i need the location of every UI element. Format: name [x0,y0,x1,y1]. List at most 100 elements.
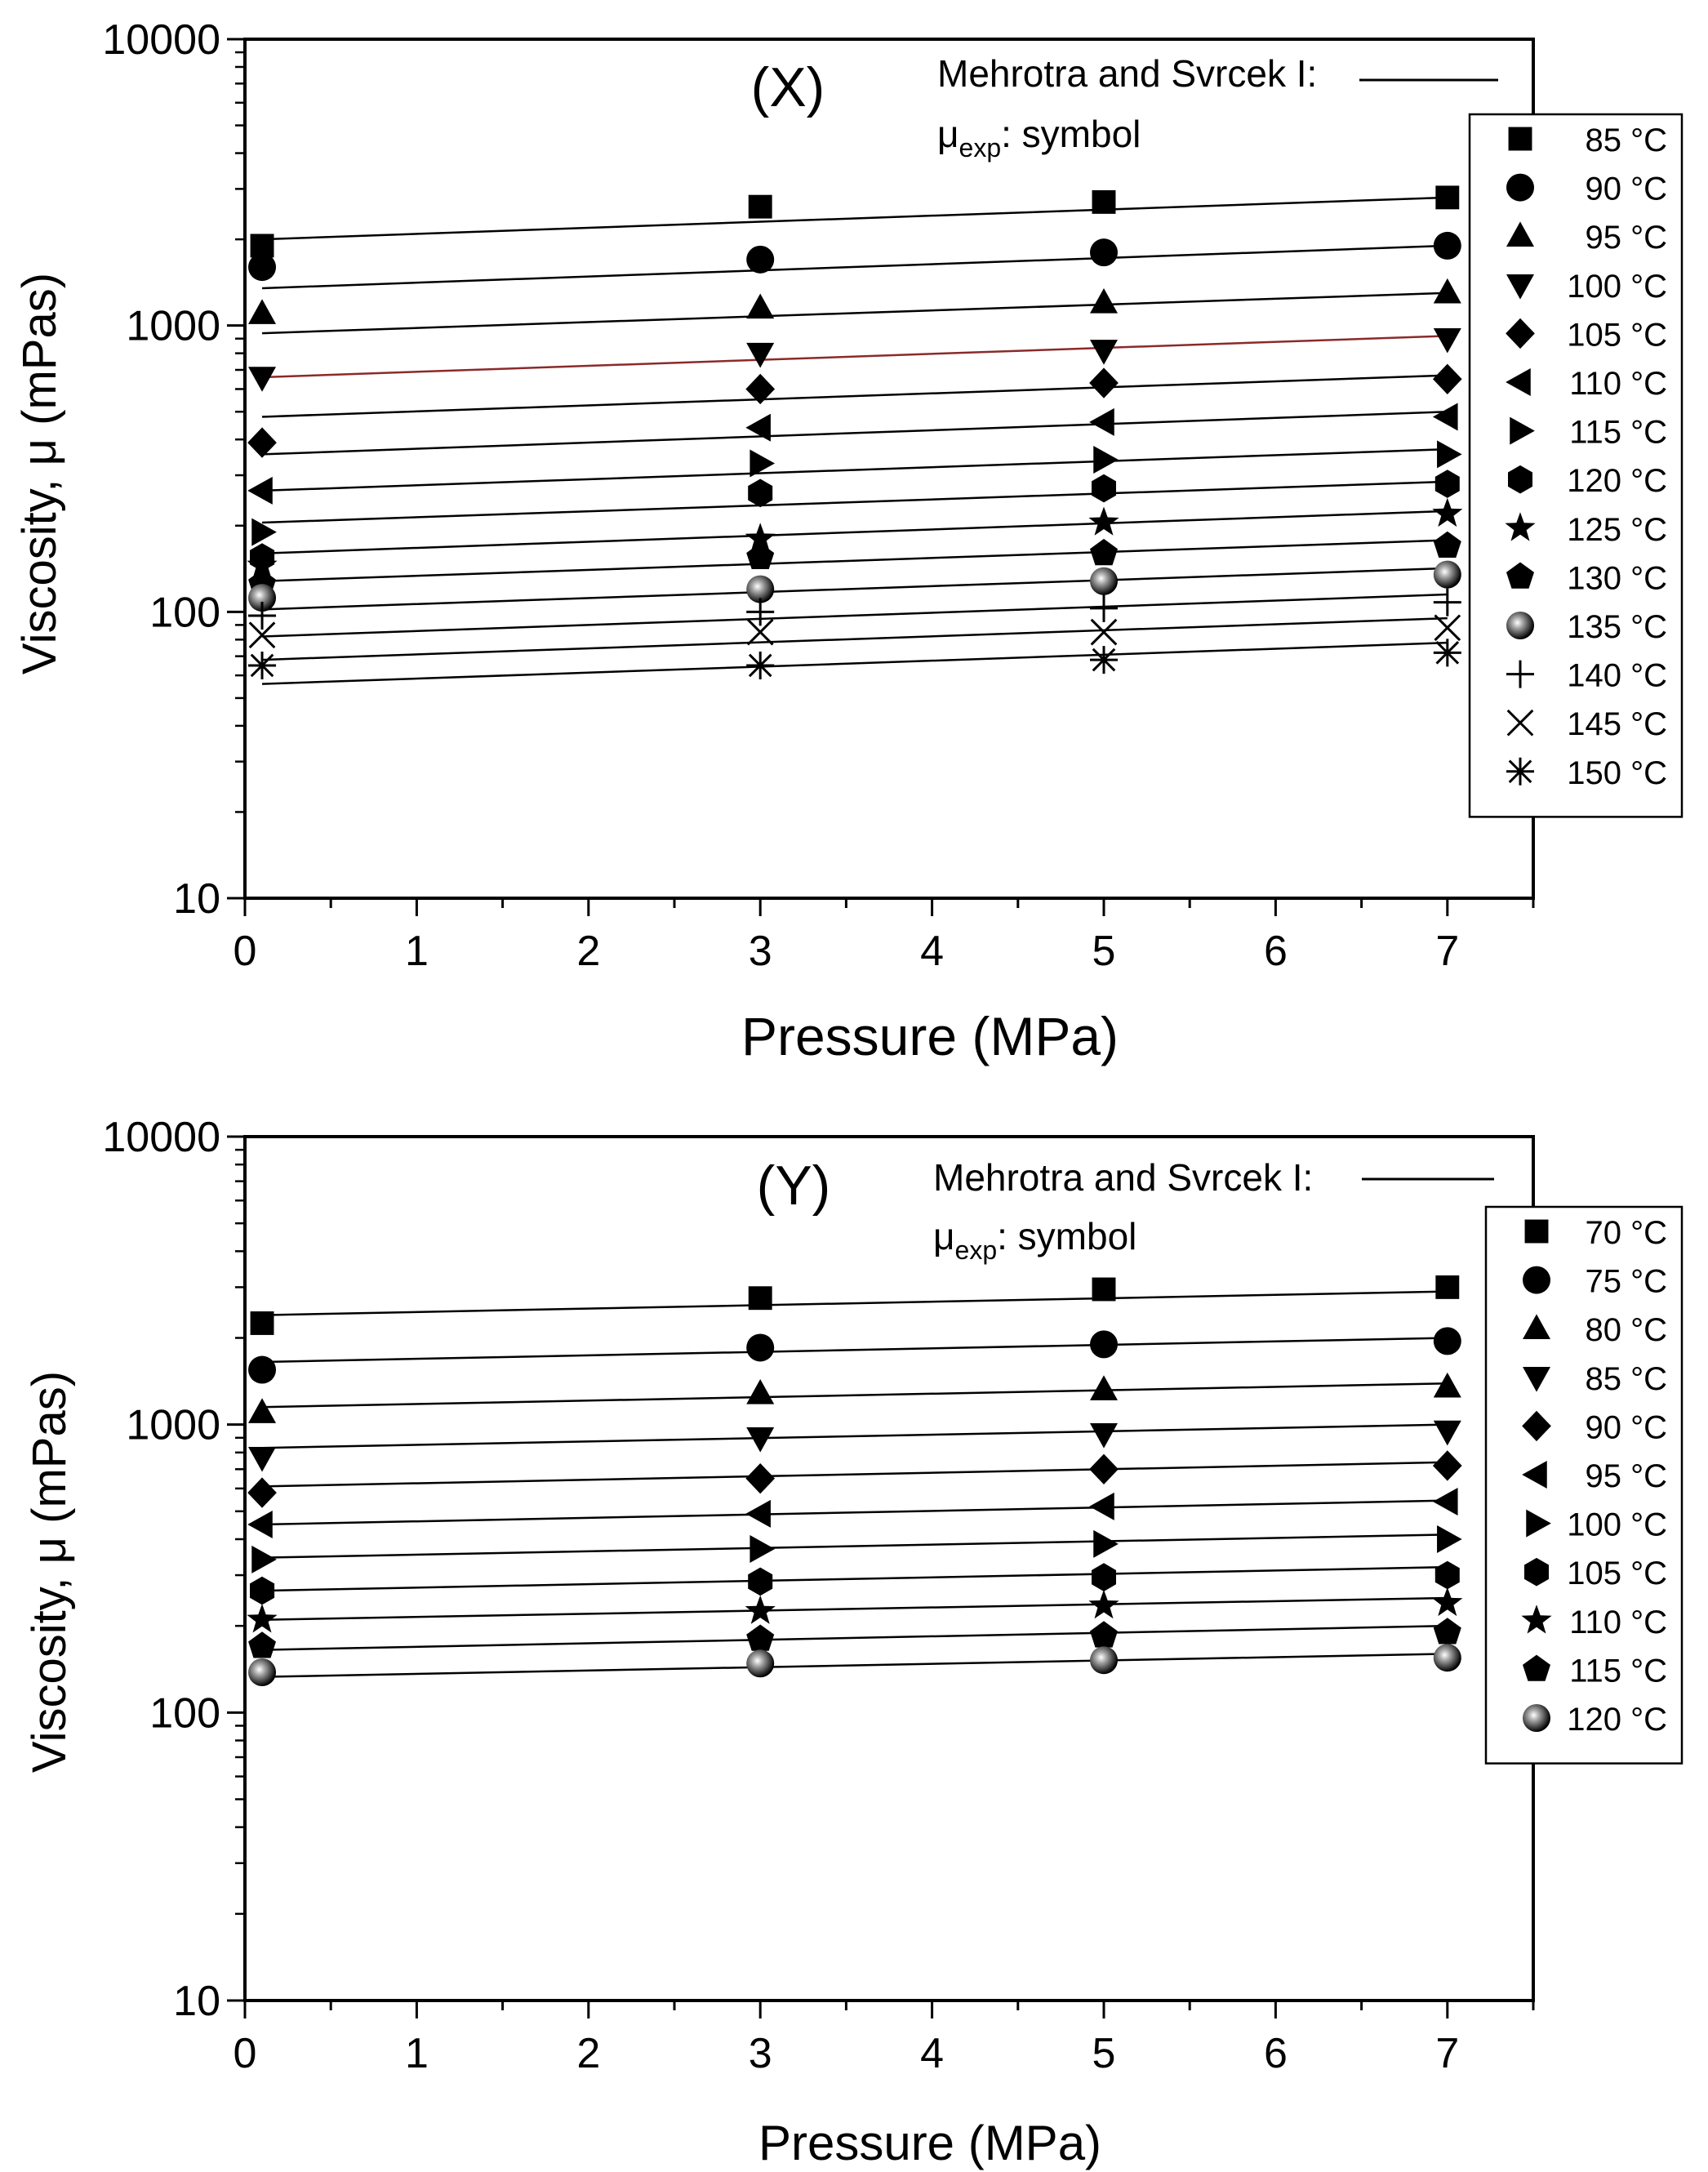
data-point [1090,538,1118,566]
data-point [746,293,775,319]
data-point [746,1624,775,1651]
legend-entry-label: 90 °C [1586,1409,1668,1445]
data-point [1433,531,1461,558]
y-tick-label: 100 [149,589,220,636]
legend-entry-label: 75 °C [1586,1264,1668,1300]
model-fit-line [261,292,1448,335]
model-fit-line [262,1461,1448,1488]
data-point [746,342,775,368]
legend-entry-label: 110 °C [1569,1605,1667,1640]
legend-marker [1506,612,1534,639]
data-point [1433,588,1461,616]
data-point [1432,1488,1458,1516]
y-tick-label: 10 [173,1978,220,2025]
data-point [749,449,776,478]
data-point [248,299,277,324]
legend-entry-label: 150 °C [1567,755,1667,791]
data-point [1088,506,1119,536]
data-point [746,598,775,626]
model-legend-label: Mehrotra and Svrcek I: [937,52,1317,95]
data-point [1090,288,1118,314]
y-axis-title: Viscosity, μ (mPas) [23,1371,76,1773]
data-point [248,584,277,612]
model-fit-line [261,447,1448,492]
data-point [1433,1420,1461,1446]
x-tick-label: 4 [920,928,944,975]
data-point [248,601,277,630]
legend-entry-label: 145 °C [1567,706,1667,742]
data-point [746,618,774,646]
model-legend-label: Mehrotra and Svrcek I: [933,1156,1313,1199]
x-tick-label: 1 [405,2030,429,2077]
data-point [748,1286,772,1311]
legend-entry-label: 100 °C [1567,1507,1667,1543]
chart-panel-x: 0 1 2 3 4 5 6 7 10 100 1000 10000 (X) Mehrotra and … [13,16,1684,1066]
legend-marker [1524,1219,1549,1244]
legend-marker [1523,1654,1550,1681]
data-point [250,1576,275,1605]
legend-marker [1506,709,1534,737]
legend-marker [1523,1704,1550,1732]
x-tick-label: 4 [920,2030,944,2077]
x-tick-label: 7 [1435,2030,1459,2077]
x-tick-label: 6 [1264,2030,1288,2077]
data-point [1090,646,1118,674]
series-legend-box [1468,113,1684,818]
legend-entry-label: 115 °C [1569,415,1667,451]
data-point [1089,1453,1119,1484]
model-fit-line [262,1499,1448,1526]
legend-entry-label: 115 °C [1569,1653,1667,1689]
legend-entry-label: 125 °C [1567,512,1667,548]
data-point [1089,367,1119,398]
legend-marker [1523,1266,1550,1294]
legend-entry-label: 105 °C [1567,317,1667,353]
legend-entry-label: 85 °C [1586,1361,1668,1397]
data-point [248,621,276,649]
data-point [247,1604,278,1633]
data-point [251,518,277,546]
data-point [1090,1330,1118,1359]
data-point [251,1545,277,1573]
data-point [247,550,278,579]
legend-entry-label: 105 °C [1567,1556,1667,1591]
panel-label: (X) [751,56,825,118]
model-fit-line [261,641,1448,685]
legend-marker [1505,512,1536,541]
legend-marker [1523,1314,1550,1339]
model-fit-line [262,1565,1448,1592]
data-point [248,1446,277,1472]
data-point [1432,497,1463,527]
data-point [746,575,775,603]
data-point [248,1355,277,1384]
x-tick-label: 1 [405,928,429,975]
x-tick-label: 0 [234,928,257,975]
legend-marker [1506,757,1534,786]
data-point [1434,470,1460,498]
data-point [1090,1423,1118,1449]
model-fit-line [262,1423,1448,1449]
data-point [745,373,776,405]
data-point [746,245,775,274]
data-point [1437,440,1462,469]
data-point [745,523,776,552]
data-point [248,1631,276,1658]
legend-entry-label: 120 °C [1567,1702,1667,1738]
model-fit-line [261,244,1448,290]
data-point [1090,567,1118,595]
chart-panel-y: 0 1 2 3 4 5 6 7 10 100 1000 10000 (Y) Mehrotra and … [23,1114,1684,2170]
legend-entry-label: 110 °C [1569,366,1667,402]
data-point [1433,639,1461,667]
x-tick-label: 7 [1435,928,1459,975]
data-point [746,1333,775,1362]
x-tick-label: 5 [1092,928,1116,975]
data-point [745,1595,776,1624]
y-tick-label: 100 [149,1689,220,1737]
data-point [748,194,772,219]
legend-marker [1508,465,1532,494]
data-point [746,1379,775,1404]
data-point [1090,1646,1118,1675]
data-point [748,1567,773,1596]
legend-marker [1506,368,1531,396]
data-point [1433,560,1461,589]
